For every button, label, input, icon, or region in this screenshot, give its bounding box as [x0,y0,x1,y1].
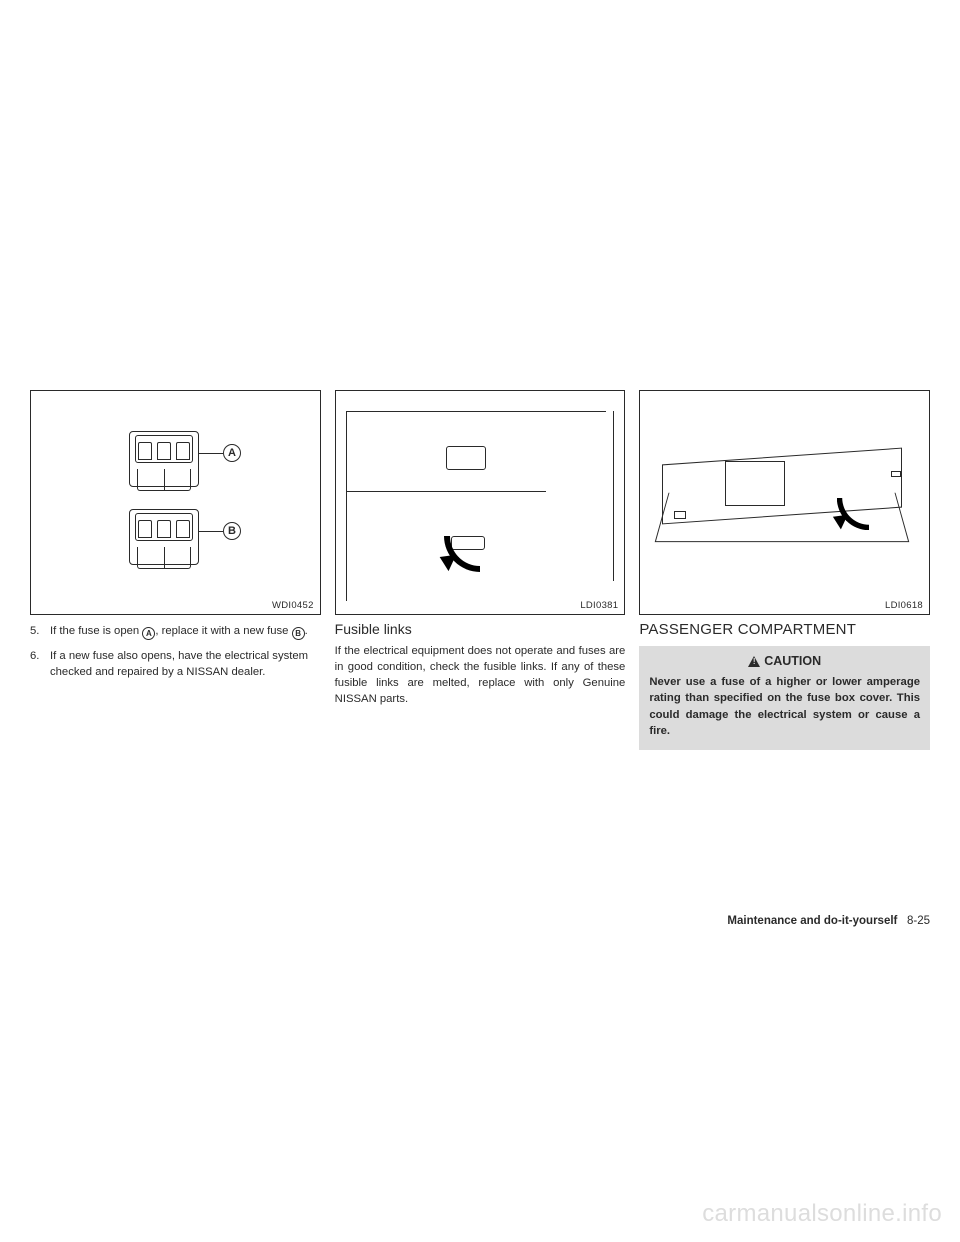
figure-code: LDI0618 [885,600,923,611]
watermark: carmanualsonline.info [702,1200,942,1228]
figure-fusible-links: LDI0381 [335,390,626,615]
figure-code: WDI0452 [272,600,314,611]
label-marker-a: A [223,444,241,462]
list-item: 6. If a new fuse also opens, have the el… [30,648,321,680]
column-left: A B WDI0452 5. If the fuse is open A, re… [30,390,321,750]
caution-label: CAUTION [764,654,821,668]
list-number: 6. [30,648,50,680]
figure-passenger-compartment: LDI0618 [639,390,930,615]
figure-code: LDI0381 [580,600,618,611]
column-right: LDI0618 PASSENGER COMPARTMENT CAUTION Ne… [639,390,930,750]
section-heading: PASSENGER COMPARTMENT [639,621,930,638]
body-text: If the electrical equipment does not ope… [335,643,626,707]
warning-icon [748,656,760,667]
figure-fuse-diagram: A B WDI0452 [30,390,321,615]
caution-box: CAUTION Never use a fuse of a higher or … [639,646,930,750]
list-item: 5. If the fuse is open A, replace it wit… [30,623,321,640]
inline-marker-a: A [142,627,155,640]
list-number: 5. [30,623,50,640]
inline-marker-b: B [292,627,305,640]
label-marker-b: B [223,522,241,540]
sub-heading: Fusible links [335,621,626,637]
column-middle: LDI0381 Fusible links If the electrical … [335,390,626,750]
page-footer: Maintenance and do-it-yourself 8-25 [727,915,930,927]
caution-text: Never use a fuse of a higher or lower am… [649,674,920,740]
